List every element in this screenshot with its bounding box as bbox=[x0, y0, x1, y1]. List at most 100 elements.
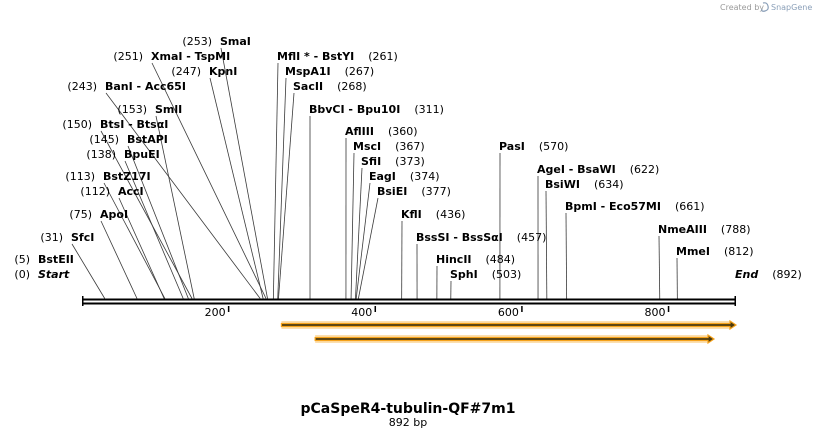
cut-site-position: (570) bbox=[539, 140, 569, 153]
cut-site-name: MflI * - BstYI bbox=[277, 50, 354, 63]
axis-tick-label: 800 bbox=[645, 306, 666, 319]
cut-site-position: (436) bbox=[436, 208, 466, 221]
cut-line-bpuei bbox=[124, 160, 184, 299]
cut-site-position: (112) bbox=[80, 185, 110, 198]
credit-brand: SnapGene bbox=[771, 3, 812, 12]
cut-site-name: SfiI bbox=[361, 155, 381, 168]
cut-line-bsiwi bbox=[545, 190, 548, 299]
cut-site-bpmi: BpmI - Eco57MI (661) bbox=[565, 200, 705, 213]
cut-site-kpni: (247) KpnI bbox=[171, 65, 237, 78]
backbone-bottom-strand bbox=[82, 302, 736, 305]
cut-site-xmai: (251) XmaI - TspMI bbox=[113, 50, 230, 63]
cut-site-name: SfcI bbox=[71, 231, 94, 244]
cut-site-name: EagI bbox=[369, 170, 396, 183]
cut-site-afliii: AflIII (360) bbox=[345, 125, 418, 138]
cut-site-name: AgeI - BsaWI bbox=[537, 163, 616, 176]
cut-line-acci bbox=[118, 197, 165, 299]
cut-site-position: (253) bbox=[182, 35, 212, 48]
cut-site-position: (243) bbox=[67, 80, 97, 93]
cut-line-sfci bbox=[71, 243, 106, 299]
cut-site-bpuei: (138) BpuEI bbox=[86, 148, 159, 161]
cut-site-bsteii: (5) BstEII bbox=[14, 253, 73, 266]
cut-site-bstapi: (145) BstAPI bbox=[89, 133, 167, 146]
axis-tick-200 bbox=[227, 306, 230, 312]
cut-site-name: BbvCI - Bpu10I bbox=[309, 103, 400, 116]
cut-site-position: (145) bbox=[89, 133, 119, 146]
cut-site-position: (75) bbox=[69, 208, 92, 221]
cut-site-position: (503) bbox=[492, 268, 522, 281]
cut-line-bstz17i bbox=[103, 182, 166, 299]
cut-line-bpmi bbox=[565, 212, 568, 299]
cut-site-name: MspA1I bbox=[285, 65, 331, 78]
cut-site-name: End bbox=[735, 268, 758, 281]
cut-site-bstz17i: (113) BstZ17I bbox=[65, 170, 150, 183]
cut-site-name: SphI bbox=[450, 268, 478, 281]
cut-site-position: (360) bbox=[388, 125, 418, 138]
cut-line-sfii bbox=[355, 167, 363, 299]
cut-line-msci bbox=[350, 152, 355, 299]
cut-site-name: AccI bbox=[118, 185, 144, 198]
axis-ticks: 200 400 600 800 bbox=[205, 306, 670, 319]
cut-site-name: XmaI - TspMI bbox=[151, 50, 230, 63]
cut-site-name: BstAPI bbox=[127, 133, 168, 146]
cut-site-name: SacII bbox=[293, 80, 323, 93]
cut-site-mfli: MflI * - BstYI (261) bbox=[277, 50, 398, 63]
map-title: pCaSpeR4-tubulin-QF#7m1 bbox=[301, 401, 516, 417]
cut-site-position: (138) bbox=[86, 148, 116, 161]
snapgene-logo-icon bbox=[761, 2, 769, 12]
cut-site-start: (0) Start bbox=[14, 268, 70, 281]
cut-site-position: (374) bbox=[410, 170, 440, 183]
cut-site-name: BpuEI bbox=[124, 148, 160, 161]
cut-site-bbvci: BbvCI - Bpu10I (311) bbox=[309, 103, 444, 116]
cut-site-mmei: MmeI (812) bbox=[676, 245, 754, 258]
cut-site-position: (622) bbox=[630, 163, 660, 176]
cut-line-smli bbox=[155, 115, 195, 299]
cut-site-position: (150) bbox=[62, 118, 92, 131]
cut-site-position: (261) bbox=[368, 50, 398, 63]
cut-site-position: (812) bbox=[724, 245, 754, 258]
cut-line-smai bbox=[220, 47, 268, 299]
cut-line-bani bbox=[105, 92, 261, 299]
cut-site-position: (247) bbox=[171, 65, 201, 78]
cut-site-name: MscI bbox=[353, 140, 381, 153]
axis-tick-label: 200 bbox=[205, 306, 226, 319]
cut-site-name: BstEII bbox=[38, 253, 74, 266]
cut-site-name: Start bbox=[38, 268, 70, 281]
cut-site-position: (457) bbox=[517, 231, 547, 244]
axis-tick-600 bbox=[521, 306, 523, 312]
cut-site-position: (367) bbox=[395, 140, 425, 153]
cut-line-sacii bbox=[278, 92, 295, 299]
cut-site-sfii: SfiI (373) bbox=[361, 155, 425, 168]
feature-arrow-1 bbox=[280, 319, 738, 331]
backbone-start-cap bbox=[82, 296, 84, 306]
axis-tick-label: 400 bbox=[351, 306, 372, 319]
cut-site-bsssi: BssSI - BssSαI (457) bbox=[416, 231, 546, 244]
cut-site-name: AflIII bbox=[345, 125, 374, 138]
cut-site-labels: (0) Start (5) BstEII (31) SfcI (75) ApoI (112) Ac… bbox=[14, 35, 801, 281]
cut-site-sphi: SphI (503) bbox=[450, 268, 521, 281]
cut-site-lines bbox=[71, 47, 678, 299]
cut-site-name: MmeI bbox=[676, 245, 710, 258]
cut-site-btsi: (150) BtsI - BtsαI bbox=[62, 118, 168, 131]
cut-site-position: (5) bbox=[14, 253, 30, 266]
cut-site-position: (153) bbox=[117, 103, 147, 116]
cut-site-name: BsiEI bbox=[377, 185, 407, 198]
cut-site-position: (377) bbox=[421, 185, 451, 198]
cut-site-msci: MscI (367) bbox=[353, 140, 425, 153]
cut-site-position: (31) bbox=[40, 231, 63, 244]
cut-site-position: (634) bbox=[594, 178, 624, 191]
cut-site-bani: (243) BanI - Acc65I bbox=[67, 80, 186, 93]
cut-site-eagi: EagI (374) bbox=[369, 170, 440, 183]
cut-line-nmeaiii bbox=[658, 235, 661, 299]
cut-site-acci: (112) AccI bbox=[80, 185, 143, 198]
credit-prefix: Created by bbox=[720, 3, 764, 12]
axis-tick-label: 600 bbox=[498, 306, 519, 319]
cut-site-name: BssSI - BssSαI bbox=[416, 231, 503, 244]
cut-line-xmai bbox=[151, 62, 267, 299]
cut-line-btsi bbox=[100, 130, 193, 299]
cut-line-kpni bbox=[209, 77, 264, 299]
cut-site-position: (0) bbox=[14, 268, 30, 281]
backbone-top-strand bbox=[82, 298, 736, 301]
cut-site-smli: (153) SmlI bbox=[117, 103, 182, 116]
